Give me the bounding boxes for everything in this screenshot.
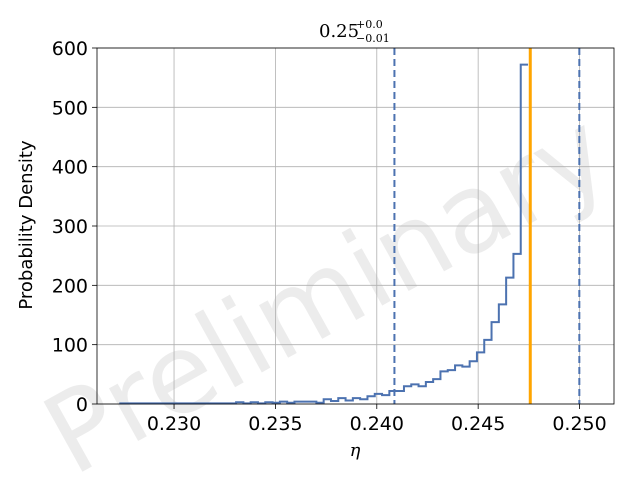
- y-tick-label: 600: [52, 38, 88, 60]
- y-axis-ticks: 0 100 200 300 400 500 600: [52, 38, 97, 416]
- histogram-step-line: [119, 63, 529, 405]
- x-axis-label: η: [350, 440, 361, 461]
- histogram-series: [119, 63, 529, 405]
- y-tick-label: 0: [76, 394, 88, 416]
- chart-title: 0.25 +0.0 −0.01: [319, 18, 390, 45]
- title-lower: −0.01: [356, 32, 390, 45]
- y-tick-label: 100: [52, 335, 88, 357]
- x-axis-ticks: 0.230 0.235 0.240 0.245 0.250: [147, 404, 607, 435]
- y-tick-label: 500: [52, 97, 88, 119]
- y-tick-label: 200: [52, 275, 88, 297]
- title-base: 0.25: [319, 21, 359, 42]
- y-tick-label: 400: [52, 157, 88, 179]
- title-upper: +0.0: [356, 18, 383, 31]
- x-tick-label: 0.240: [350, 413, 404, 435]
- vertical-markers: [393, 48, 581, 404]
- y-axis-label: Probability Density: [16, 140, 37, 310]
- x-tick-label: 0.250: [552, 413, 606, 435]
- x-tick-label: 0.235: [248, 413, 302, 435]
- x-tick-label: 0.245: [451, 413, 505, 435]
- watermark-text: Preliminary: [24, 87, 629, 480]
- x-tick-label: 0.230: [147, 413, 201, 435]
- y-tick-label: 300: [52, 216, 88, 238]
